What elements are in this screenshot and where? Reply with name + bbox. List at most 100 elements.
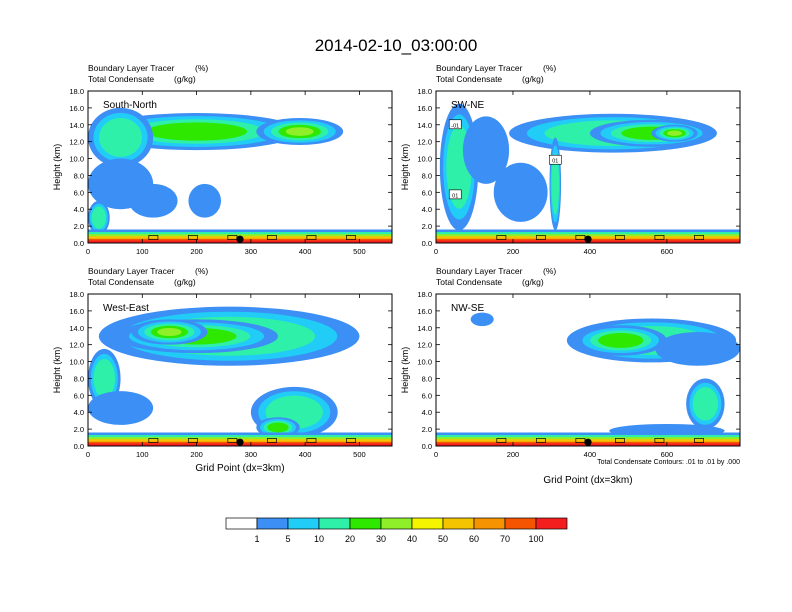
condensate-contour: [654, 235, 665, 240]
colorbar-swatch: [287, 517, 320, 530]
plot-area: [436, 91, 740, 243]
subtitle-units2: (g/kg): [522, 74, 544, 84]
contour-label: 01: [452, 193, 458, 199]
colorbar-swatch: [535, 517, 568, 530]
condensate-contour: [187, 235, 198, 240]
y-tick-label: 2.0: [74, 222, 84, 231]
y-tick-label: 2.0: [74, 425, 84, 434]
y-axis-label: Height (km): [52, 347, 62, 394]
colorbar-swatch: [504, 517, 537, 530]
colorbar-label: 30: [376, 534, 386, 544]
cloud-layer: [692, 387, 719, 421]
colorbar-label: 1: [254, 534, 259, 544]
contour-label: 01: [552, 159, 558, 165]
x-axis-label: Grid Point (dx=3km): [543, 475, 632, 486]
colorbar-label: 100: [528, 534, 543, 544]
y-tick-label: 16.0: [417, 104, 432, 113]
plot-area: [88, 91, 392, 243]
station-marker: [584, 235, 592, 243]
condensate-contour: [267, 235, 277, 240]
y-tick-label: 10.0: [417, 358, 432, 367]
subtitle-units1: (%): [543, 266, 556, 276]
cloud-layer: [551, 153, 560, 215]
condensate-contour: [615, 235, 625, 240]
cloud-layer: [93, 358, 116, 398]
colorbar-label: 60: [469, 534, 479, 544]
cloud-layer: [462, 116, 510, 184]
cloud-layer: [88, 391, 154, 425]
y-tick-label: 4.0: [74, 408, 84, 417]
colorbar-swatch: [380, 517, 413, 530]
condensate-contour: [496, 438, 507, 443]
y-tick-label: 8.0: [422, 374, 432, 383]
y-tick-label: 6.0: [74, 188, 84, 197]
y-tick-label: 8.0: [422, 171, 432, 180]
subtitle-units1: (%): [195, 266, 208, 276]
y-axis-label: Height (km): [52, 144, 62, 191]
cloud-layer: [655, 332, 740, 366]
colorbar-label: 10: [314, 534, 324, 544]
panel-sw-ne: SW-NE Boundary Layer Tracer (%) Total Conde…: [400, 63, 741, 256]
y-tick-label: 16.0: [69, 307, 84, 316]
colorbar-swatch: [411, 517, 444, 530]
x-tick-label: 300: [245, 450, 258, 459]
y-tick-label: 14.0: [417, 324, 432, 333]
condensate-contour: [346, 235, 356, 240]
cloud-layer: [99, 117, 143, 157]
y-tick-label: 12.0: [417, 138, 432, 147]
x-tick-label: 400: [299, 247, 312, 256]
x-tick-label: 0: [434, 247, 438, 256]
x-tick-label: 200: [190, 450, 203, 459]
colorbar-swatch: [473, 517, 506, 530]
colorbar-swatch: [256, 517, 289, 530]
y-axis-label: Height (km): [400, 347, 410, 394]
subtitle-line2: Total Condensate: [436, 74, 502, 84]
colorbar-swatch: [442, 517, 475, 530]
subtitle-line1: Boundary Layer Tracer: [436, 63, 523, 73]
station-marker: [236, 438, 244, 446]
plot-area: [88, 294, 392, 446]
condensate-contour: [346, 438, 356, 443]
panel-label: SW-NE: [451, 100, 484, 111]
x-axis-label: Grid Point (dx=3km): [195, 463, 284, 474]
panel-label: NW-SE: [451, 303, 484, 314]
colorbar-label: 70: [500, 534, 510, 544]
y-tick-label: 4.0: [422, 205, 432, 214]
x-tick-label: 400: [299, 450, 312, 459]
subtitle-line1: Boundary Layer Tracer: [88, 63, 175, 73]
y-tick-label: 0.0: [422, 239, 432, 248]
condensate-contour: [615, 438, 625, 443]
cloud-layer: [285, 127, 314, 136]
condensate-contour: [306, 235, 317, 240]
panel-south-north: South-North Boundary Layer Tracer (%) Total…: [52, 63, 393, 256]
condensate-contour: [654, 438, 665, 443]
y-tick-label: 2.0: [422, 425, 432, 434]
x-tick-label: 0: [434, 450, 438, 459]
condensate-contour: [148, 235, 159, 240]
x-tick-label: 100: [136, 450, 149, 459]
subtitle-units2: (g/kg): [522, 277, 544, 287]
colorbar-swatch: [318, 517, 351, 530]
condensate-contour: [267, 438, 277, 443]
panel-border: [435, 90, 741, 244]
cloud-layer: [493, 162, 548, 222]
condensate-contour: [187, 438, 198, 443]
y-tick-label: 10.0: [417, 155, 432, 164]
main-title: 2014-02-10_03:00:00: [315, 36, 478, 55]
subtitle-units2: (g/kg): [174, 74, 196, 84]
y-axis-label: Height (km): [400, 144, 410, 191]
contour-label: -01: [451, 123, 459, 129]
x-tick-label: 500: [353, 450, 366, 459]
cloud-layer: [146, 122, 248, 141]
y-tick-label: 6.0: [74, 391, 84, 400]
cloud-layer: [470, 312, 494, 327]
subtitle-line2: Total Condensate: [88, 74, 154, 84]
y-tick-label: 6.0: [422, 188, 432, 197]
cloud-layer: [91, 206, 107, 229]
panel-west-east: West-East Boundary Layer Tracer (%) Total C…: [52, 266, 393, 459]
contour-label-box: [448, 119, 462, 130]
y-tick-label: 10.0: [69, 358, 84, 367]
y-tick-label: 18.0: [69, 290, 84, 299]
panel-label: South-North: [103, 100, 157, 111]
